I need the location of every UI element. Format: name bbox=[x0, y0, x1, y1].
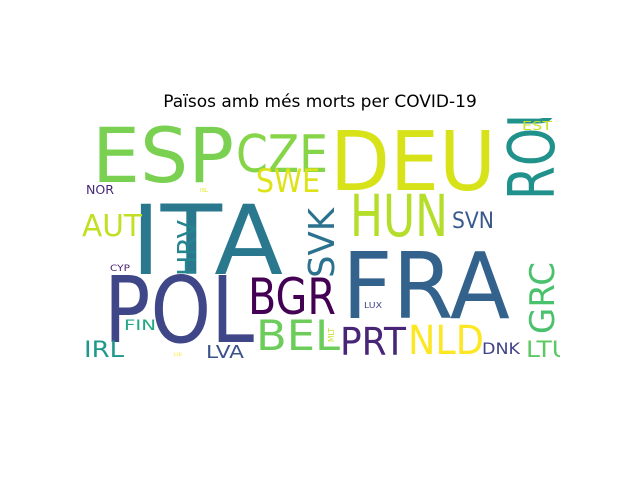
word-swe: SWE bbox=[256, 162, 320, 200]
word-lie: LIE bbox=[174, 352, 183, 357]
word-isl: ISL bbox=[200, 188, 208, 194]
word-ita: ITA bbox=[131, 185, 283, 297]
word-fra: FRA bbox=[342, 233, 510, 340]
word-fin: FIN bbox=[124, 318, 156, 334]
word-hun: HUN bbox=[350, 182, 448, 250]
word-aut: AUT bbox=[82, 209, 143, 244]
word-esp: ESP bbox=[92, 118, 234, 200]
word-lux: LUX bbox=[364, 301, 383, 310]
word-svn: SVN bbox=[452, 209, 494, 234]
word-bel: BEL bbox=[256, 311, 341, 360]
word-nor: NOR bbox=[86, 183, 114, 197]
word-dnk: DNK bbox=[482, 339, 521, 358]
word-grc: GRC bbox=[523, 262, 560, 334]
word-irl: IRL bbox=[84, 338, 125, 362]
word-prt: PRT bbox=[340, 320, 407, 362]
word-bgr: BGR bbox=[248, 268, 336, 326]
chart-title: Països amb més morts per COVID-19 bbox=[163, 92, 477, 112]
word-nld: NLD bbox=[408, 318, 484, 362]
word-hrv: HRV bbox=[173, 220, 203, 276]
word-cze: CZE bbox=[236, 125, 328, 185]
word-mlt: MLT bbox=[327, 328, 336, 342]
word-rou: ROU bbox=[496, 118, 560, 200]
word-svk: SVK bbox=[302, 207, 343, 278]
word-lva: LVA bbox=[206, 342, 245, 362]
word-deu: DEU bbox=[330, 118, 496, 210]
word-ltu: LTU bbox=[526, 338, 560, 362]
word-pol: POL bbox=[104, 257, 254, 362]
word-est: EST bbox=[522, 119, 553, 133]
word-cyp: CYP bbox=[110, 264, 131, 274]
